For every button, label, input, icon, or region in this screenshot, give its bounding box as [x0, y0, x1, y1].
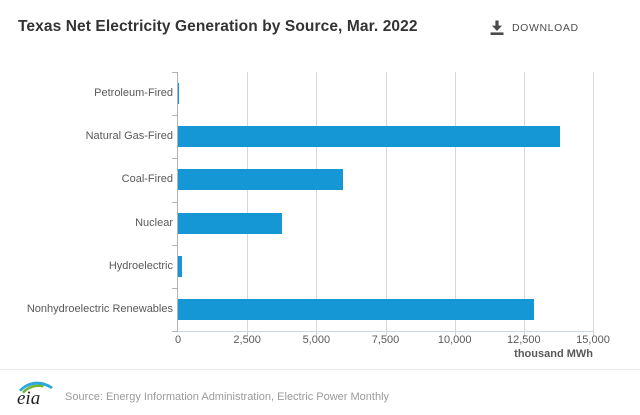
gridline	[247, 72, 249, 331]
y-axis-tick	[172, 72, 177, 73]
footer-divider	[0, 369, 640, 370]
x-axis-tick	[523, 331, 525, 336]
x-tick-label: 2,500	[233, 334, 261, 346]
x-axis-title: thousand MWh	[514, 348, 593, 360]
x-tick-label: 15,000	[576, 334, 610, 346]
y-axis-tick	[172, 115, 177, 117]
x-axis-tick	[247, 331, 249, 336]
bar-nonhydroelectric-renewables[interactable]	[178, 298, 534, 320]
download-icon	[490, 20, 504, 35]
download-button[interactable]: DOWNLOAD	[486, 18, 583, 38]
bar-petroleum-fired[interactable]	[178, 83, 179, 105]
y-axis-tick	[172, 287, 177, 289]
gridline	[316, 72, 318, 331]
x-axis-tick	[316, 331, 318, 336]
x-tick-label: 12,500	[507, 334, 541, 346]
eia-logo: eia	[17, 381, 53, 408]
category-label-nonhydroelectric-renewables: Nonhydroelectric Renewables	[26, 302, 173, 315]
gridline	[593, 72, 594, 331]
y-axis-tick	[172, 244, 177, 246]
category-label-coal-fired: Coal-Fired	[121, 173, 173, 186]
x-tick-label: 7,500	[371, 334, 400, 346]
x-axis-line	[178, 331, 593, 332]
x-tick-label: 10,000	[437, 334, 472, 346]
x-tick-label: 0	[174, 334, 182, 346]
chart-title: Texas Net Electricity Generation by Sour…	[18, 18, 418, 35]
category-label-nuclear: Nuclear	[135, 216, 173, 229]
x-axis-tick	[454, 331, 456, 336]
y-axis-tick	[172, 331, 177, 332]
gridline	[523, 72, 525, 331]
source-text: Source: Energy Information Administratio…	[65, 391, 390, 403]
category-label-hydroelectric: Hydroelectric	[108, 259, 173, 272]
gridline	[454, 72, 456, 331]
download-label: DOWNLOAD	[512, 22, 579, 34]
bar-hydroelectric[interactable]	[178, 255, 183, 277]
x-axis-tick	[593, 331, 594, 336]
y-axis-tick	[172, 158, 177, 160]
footer: eia Source: Energy Information Administr…	[16, 378, 389, 408]
y-axis-line	[177, 72, 178, 332]
bar-nuclear[interactable]	[178, 212, 283, 234]
gridline	[385, 72, 387, 331]
x-tick-label: 5,000	[302, 334, 331, 346]
x-axis-tick	[385, 331, 387, 336]
category-label-petroleum-fired: Petroleum-Fired	[94, 87, 173, 100]
category-label-natural-gas-fired: Natural Gas-Fired	[85, 130, 173, 143]
bar-natural-gas-fired[interactable]	[178, 126, 560, 148]
y-axis-tick	[172, 201, 177, 203]
eia-logo-text: eia	[17, 388, 40, 408]
bar-coal-fired[interactable]	[178, 169, 343, 191]
